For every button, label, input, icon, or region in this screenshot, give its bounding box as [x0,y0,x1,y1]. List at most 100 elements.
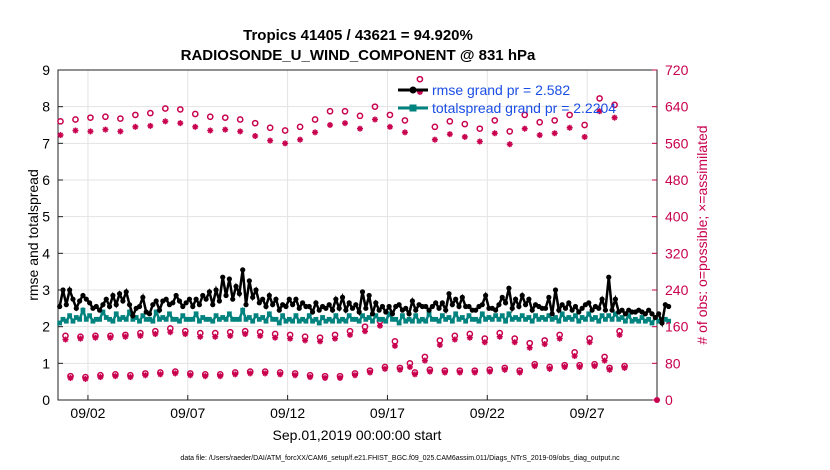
totalspread-point [503,318,508,324]
rmse-point [336,305,342,311]
totalspread-point [77,316,83,322]
obs-assimilated-point [591,363,598,370]
rmse-point [113,302,119,308]
rmse-point [100,302,106,308]
totalspread-point [63,318,69,324]
rmse-point [333,296,339,302]
totalspread-point [223,316,229,322]
totalspread-point [326,316,332,322]
rmse-point [226,276,232,282]
obs-assimilated-point [406,364,413,370]
rmse-point [290,302,296,308]
asterisk-stroke [591,363,598,369]
asterisk-stroke [527,345,533,351]
totalspread-point [110,318,116,324]
totalspread-point [559,311,565,317]
rmse-point [549,311,555,317]
asterisk-stroke [262,370,268,377]
rmse-point [216,298,222,304]
asterisk-stroke [611,115,618,121]
y-axis-ticks: 0 1 2 3 4 5 6 7 8 9 [42,62,63,408]
totalspread-point [426,311,432,317]
rmse-point [366,292,372,299]
asterisk-stroke [547,366,553,372]
rmse-point [363,305,369,311]
rmse-point [276,307,282,313]
rmse-line [58,269,670,328]
asterisk-stroke [182,331,188,337]
totalspread-point [236,316,242,322]
obs-possible-point [536,118,544,126]
totalspread-point [536,316,542,322]
totalspread-point [569,316,575,322]
totalspread-point [619,315,625,320]
totalspread-point [543,316,548,322]
asterisk-stroke [621,365,628,371]
rmse-point [423,303,429,310]
asterisk-stroke [347,332,353,338]
asterisk-stroke [187,372,193,378]
asterisk-stroke [497,334,503,340]
rmse-point [373,300,379,306]
asterisk-stroke [507,141,513,147]
obs-assimilated-point [92,334,99,341]
totalspread-point [73,315,79,320]
rmse-point [609,307,615,313]
asterisk-stroke [472,369,478,376]
obs-possible-point [401,117,409,124]
totalspread-point [403,318,409,324]
totalspread-point [429,316,435,322]
asterisk-stroke [437,342,443,348]
obs-assimilated-point [471,369,478,376]
totalspread-point [356,318,362,324]
totalspread-point [463,318,469,324]
obs-assimilated-point [491,130,498,137]
rmse-point [656,311,662,317]
totalspread-point [330,318,335,324]
rmse-point [409,298,416,304]
totalspread-point [486,315,492,320]
totalspread-point [459,315,465,320]
rmse-point [602,307,609,313]
totalspread-point [133,315,139,320]
asterisk-stroke [157,371,163,377]
obs-assimilated-point [212,333,219,340]
totalspread-point [200,315,206,320]
totalspread-point [353,316,359,322]
rmse-point [502,300,509,306]
obs-assimilated-point [596,108,603,115]
totalspread-point [436,318,442,324]
obs-assimilated-point [182,331,189,337]
y2-tick-label: 560 [665,135,689,151]
obs-assimilated-point [67,375,74,381]
totalspread-point [177,318,182,324]
obs-assimilated-point [262,370,269,377]
totalspread-point [423,318,429,324]
y-tick-label: 3 [42,282,50,298]
asterisk-stroke [207,127,213,134]
asterisk-stroke [457,369,463,376]
rmse-point [509,305,515,311]
obs-assimilated-point [347,331,354,338]
obs-assimilated-point [606,366,613,373]
obs-assimilated-point [117,128,124,135]
asterisk-stroke [297,137,303,143]
rmse-point [439,300,445,306]
totalspread-point [583,316,588,322]
totalspread-point [127,309,132,315]
obs-assimilated-point [601,357,608,364]
totalspread-point [523,316,528,322]
rmse-point [433,300,439,306]
totalspread-point [616,316,622,322]
rmse-point [649,311,655,317]
totalspread-point [466,313,472,319]
totalspread-point [549,316,555,322]
asterisk-stroke [596,108,603,114]
asterisk-stroke [97,374,104,380]
rmse-point [652,314,658,321]
totalspread-point [246,315,252,320]
obs-assimilated-point [112,373,119,380]
obs-assimilated-point [616,331,623,338]
totalspread-point [123,316,129,322]
totalspread-point [187,316,192,322]
